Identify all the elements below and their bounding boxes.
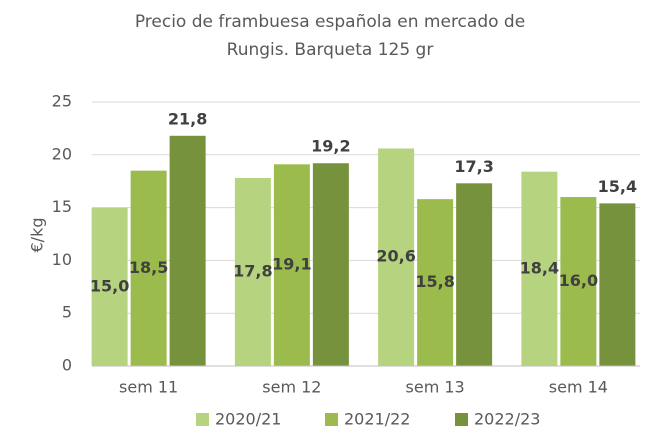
y-axis-title: €/kg <box>28 218 47 253</box>
x-tick-label: sem 13 <box>406 378 465 397</box>
legend-label: 2021/22 <box>344 410 410 429</box>
data-label: 20,6 <box>376 247 415 266</box>
bar <box>456 183 493 366</box>
bar <box>521 171 558 366</box>
x-tick-label: sem 12 <box>262 378 321 397</box>
chart-title: Precio de frambuesa española en mercado … <box>135 12 525 32</box>
y-tick-label: 25 <box>52 92 72 111</box>
data-label: 17,3 <box>454 157 493 176</box>
x-tick-label: sem 14 <box>549 378 608 397</box>
bar <box>273 164 310 366</box>
legend-label: 2022/23 <box>474 410 540 429</box>
chart-title: Rungis. Barqueta 125 gr <box>227 40 434 60</box>
data-label: 17,8 <box>233 262 272 281</box>
data-label: 18,5 <box>129 258 168 277</box>
data-label: 15,4 <box>598 177 637 196</box>
y-tick-label: 15 <box>52 197 72 216</box>
y-tick-label: 10 <box>52 250 72 269</box>
data-label: 15,8 <box>415 272 454 291</box>
data-label: 16,0 <box>559 271 598 290</box>
bar <box>417 199 454 366</box>
y-tick-label: 20 <box>52 144 72 163</box>
data-label: 19,1 <box>272 255 311 274</box>
legend-swatch <box>455 413 468 426</box>
bar <box>378 148 415 366</box>
bar <box>234 178 271 366</box>
data-label: 18,4 <box>520 258 559 277</box>
bar <box>599 203 636 366</box>
legend-swatch <box>325 413 338 426</box>
data-label: 15,0 <box>90 276 129 295</box>
data-label: 19,2 <box>311 137 350 156</box>
legend-label: 2020/21 <box>215 410 281 429</box>
bar <box>130 170 167 366</box>
data-label: 21,8 <box>168 109 207 128</box>
bar <box>312 163 349 366</box>
y-tick-label: 0 <box>62 356 72 375</box>
bar <box>169 135 206 366</box>
legend-swatch <box>196 413 209 426</box>
bar <box>91 207 128 366</box>
y-tick-label: 5 <box>62 303 72 322</box>
x-tick-label: sem 11 <box>119 378 178 397</box>
bar <box>560 197 597 366</box>
